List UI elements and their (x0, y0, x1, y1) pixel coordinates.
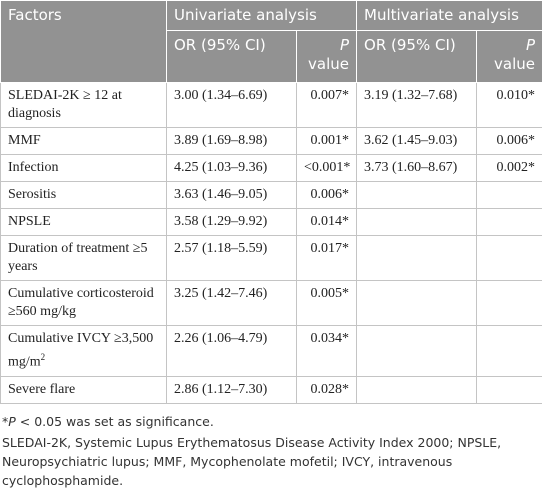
value-cell (356, 325, 478, 377)
value-cell: 0.007* (295, 82, 358, 128)
header-cell: OR (95% CI) (166, 30, 297, 83)
value-cell (476, 325, 542, 377)
header-cell: Univariate analysis (165, 0, 358, 31)
value-cell: 3.25 (1.42–7.46) (166, 280, 297, 326)
factor-cell: Infection (0, 154, 167, 182)
value-cell: 3.62 (1.45–9.03) (356, 127, 478, 155)
table-row: Severe flare 2.86 (1.12–7.30) 0.028* (0, 375, 542, 404)
header-cell: Factors (0, 0, 167, 83)
p-label: P (525, 36, 536, 54)
value-label: value (308, 55, 350, 73)
factor-cell: Serositis (0, 181, 167, 209)
value-cell: 0.006* (476, 127, 542, 155)
value-cell: 0.001* (295, 127, 358, 155)
header-cell: OR (95% CI) (356, 30, 478, 83)
significance-note: *P < 0.05 was set as significance. (2, 412, 540, 431)
table-body: SLEDAI-2K ≥ 12 at diagnosis 3.00 (1.34–6.… (0, 82, 542, 404)
table-row: Cumulative corticosteroid ≥560 mg/kg 3.25… (0, 280, 542, 326)
cell-text: Cumulative IVCY ≥3,500 mg/m (8, 331, 154, 370)
value-cell: 0.005* (295, 280, 358, 326)
factor-cell: Cumulative corticosteroid ≥560 mg/kg (0, 280, 167, 326)
factor-cell: Cumulative IVCY ≥3,500 mg/m2 (0, 325, 167, 377)
value-cell (476, 375, 542, 404)
p-label: P (339, 36, 350, 54)
value-cell (356, 181, 478, 209)
results-table: Factors Univariate analysis Multivariate… (0, 0, 542, 404)
value-cell: 0.017* (295, 235, 358, 281)
factor-cell: SLEDAI-2K ≥ 12 at diagnosis (0, 82, 167, 128)
superscript: 2 (40, 352, 46, 362)
value-cell: 3.63 (1.46–9.05) (166, 181, 297, 209)
value-cell (356, 235, 478, 281)
table-row: Cumulative IVCY ≥3,500 mg/m2 2.26 (1.06–4… (0, 325, 542, 377)
table-row: SLEDAI-2K ≥ 12 at diagnosis 3.00 (1.34–6.… (0, 82, 542, 128)
value-cell (476, 181, 542, 209)
p-italic: P (8, 413, 16, 429)
factor-cell: Duration of treatment ≥5 years (0, 235, 167, 281)
table-header: Factors Univariate analysis Multivariate… (0, 0, 542, 83)
table-row: Infection 4.25 (1.03–9.36) <0.001* 3.73 (1.… (0, 154, 542, 182)
note-text: < 0.05 was set as significance. (15, 413, 214, 429)
table-row: Duration of treatment ≥5 years 2.57 (1.18… (0, 235, 542, 281)
header-cell: Multivariate analysis (356, 0, 542, 31)
value-cell: 2.26 (1.06–4.79) (166, 325, 297, 377)
value-cell: 0.034* (295, 325, 358, 377)
marker: * (2, 413, 9, 429)
value-cell: 0.006* (295, 181, 358, 209)
value-cell: 0.002* (476, 154, 542, 182)
value-cell: <0.001* (295, 154, 358, 182)
value-cell: 3.00 (1.34–6.69) (166, 82, 297, 128)
value-cell: 0.010* (476, 82, 542, 128)
value-cell (356, 280, 478, 326)
value-cell (356, 375, 478, 404)
header-row: Factors Univariate analysis Multivariate… (0, 0, 542, 83)
abbreviations-note: SLEDAI-2K, Systemic Lupus Erythematosus … (2, 434, 502, 488)
value-cell: 3.58 (1.29–9.92) (166, 208, 297, 236)
value-label: value (494, 55, 536, 73)
factor-cell: Severe flare (0, 375, 167, 404)
table-row: MMF 3.89 (1.69–8.98) 0.001* 3.62 (1.45–9.03… (0, 127, 542, 155)
value-cell: 2.57 (1.18–5.59) (166, 235, 297, 281)
value-cell: 3.19 (1.32–7.68) (356, 82, 478, 128)
factor-cell: MMF (0, 127, 167, 155)
value-cell: 3.89 (1.69–8.98) (166, 127, 297, 155)
value-cell (476, 208, 542, 236)
value-cell (476, 280, 542, 326)
table-row: NPSLE 3.58 (1.29–9.92) 0.014* (0, 208, 542, 236)
value-cell: 2.86 (1.12–7.30) (166, 375, 297, 404)
value-cell: 3.73 (1.60–8.67) (356, 154, 478, 182)
value-cell (356, 208, 478, 236)
footnotes: *P < 0.05 was set as significance. SLEDA… (0, 404, 542, 490)
value-cell: 0.028* (295, 375, 358, 404)
factor-cell: NPSLE (0, 208, 167, 236)
value-cell (476, 235, 542, 281)
table-row: Serositis 3.63 (1.46–9.05) 0.006* (0, 181, 542, 209)
value-cell: 0.014* (295, 208, 358, 236)
value-cell: 4.25 (1.03–9.36) (166, 154, 297, 182)
